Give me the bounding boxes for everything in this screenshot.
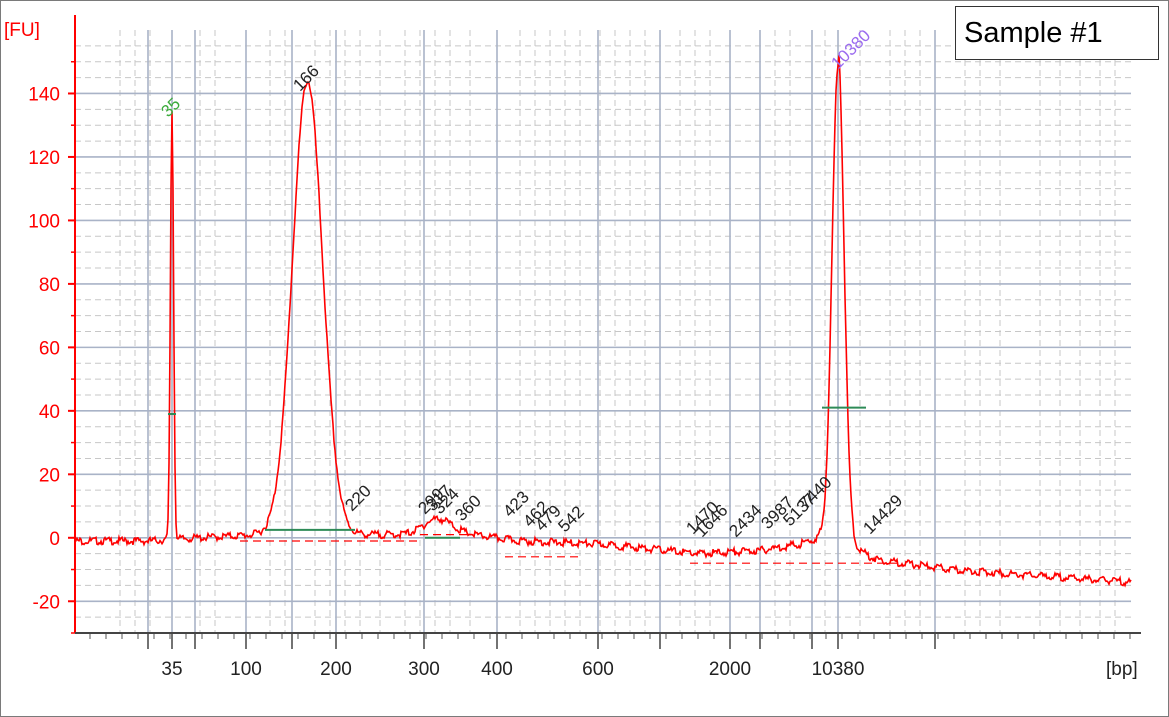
- x-tick-label: 10380: [812, 659, 865, 680]
- x-tick-label: 200: [320, 659, 352, 680]
- x-tick-label: 100: [230, 659, 262, 680]
- axis-layer: -20 0 20 40 60 80 100 120 140 35 100 200 300 400 600 20…: [28, 15, 1141, 680]
- peak-label: 220: [341, 481, 374, 514]
- peak-label: 35: [157, 94, 184, 121]
- y-tick-label: 80: [39, 275, 60, 296]
- y-tick-label: -20: [33, 592, 60, 613]
- trace-line: [74, 55, 1132, 588]
- peak-label: 166: [289, 61, 322, 94]
- sample-label-box: Sample #1: [955, 6, 1159, 60]
- x-axis-title: [bp]: [1106, 659, 1138, 680]
- x-tick-label: 400: [481, 659, 513, 680]
- y-tick-label: 20: [39, 465, 60, 486]
- grid-layer: [75, 30, 1131, 633]
- y-tick-label: 40: [39, 402, 60, 423]
- y-axis-title: [FU]: [4, 20, 40, 41]
- peak-label: 1646: [691, 501, 731, 541]
- peak-label: 10380: [827, 26, 874, 73]
- y-tick-label: 100: [28, 211, 60, 232]
- trace-layer: [74, 55, 1132, 588]
- y-tick-label: 140: [28, 84, 60, 105]
- peak-label: 14429: [859, 491, 906, 538]
- y-tick-label: 120: [28, 148, 60, 169]
- y-tick-label: 60: [39, 338, 60, 359]
- sample-label: Sample #1: [964, 16, 1103, 49]
- x-tick-label: 300: [408, 659, 440, 680]
- peak-label: 542: [554, 502, 587, 535]
- x-tick-label: 600: [582, 659, 614, 680]
- x-tick-label: 35: [161, 659, 182, 680]
- x-tick-label: 2000: [709, 659, 751, 680]
- y-tick-label: 0: [49, 529, 60, 550]
